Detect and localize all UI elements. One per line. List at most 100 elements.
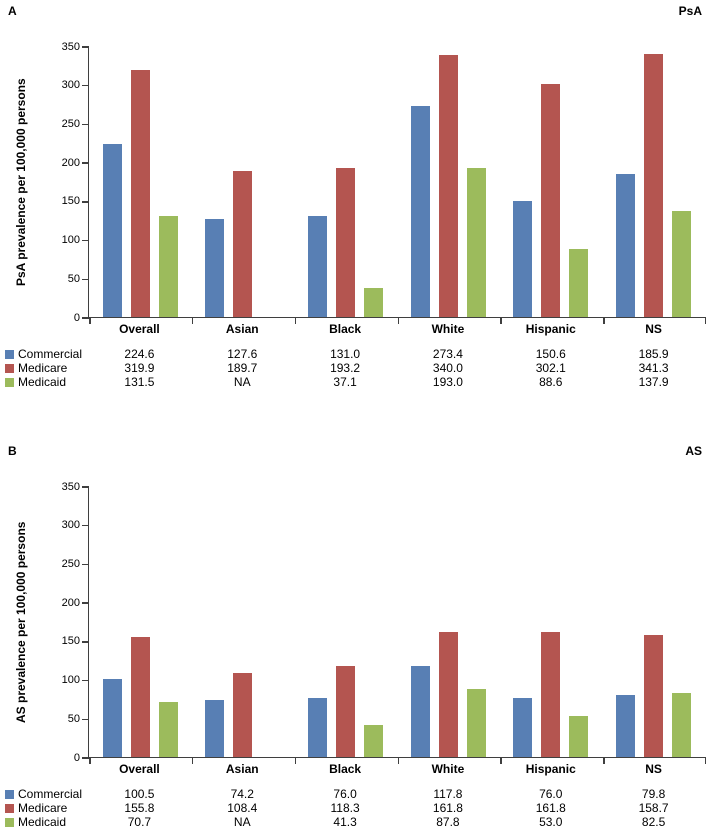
bar-group-ns — [602, 487, 705, 757]
y-axis-tick-label: 0 — [73, 311, 80, 324]
x-axis-tick-mark — [191, 317, 194, 324]
y-axis-tick-mark — [82, 317, 89, 319]
value-commercial-white: 273.4 — [432, 347, 463, 361]
bar-medicaid-ns — [672, 693, 692, 757]
table-row-medicare: Medicare 319.9 189.7 193.2 340.0 302.1 341.3 — [0, 361, 708, 375]
bar-medicare-overall — [130, 70, 150, 317]
value-commercial-black: 131.0 — [330, 347, 361, 361]
category-labels: Overall Asian Black White Hispanic NS — [88, 322, 705, 336]
y-axis-tick-label: 50 — [67, 712, 80, 725]
value-cells-medicaid: 70.7 NA 41.3 87.8 53.0 82.5 — [88, 815, 705, 829]
panel-a-letter: A — [8, 4, 17, 18]
bar-group-hispanic — [500, 47, 603, 317]
value-medicare-ns: 158.7 — [638, 801, 669, 815]
bar-commercial-hispanic — [513, 200, 533, 317]
bar-medicaid-white — [466, 689, 486, 757]
x-axis-tick-mark — [500, 757, 502, 764]
x-axis-tick-mark — [89, 317, 91, 324]
bar-group-asian — [192, 47, 295, 317]
value-medicaid-overall: 131.5 — [124, 375, 155, 389]
y-axis-tick-label: 300 — [61, 519, 80, 532]
x-axis-tick-mark — [704, 317, 706, 324]
y-axis-tick-label: 200 — [61, 156, 80, 169]
x-axis-tick-mark — [294, 757, 297, 764]
y-axis-tick-mark — [82, 201, 89, 203]
legend-label-medicaid: Medicaid — [18, 815, 67, 829]
y-axis-tick-mark — [82, 602, 89, 604]
bar-medicare-white — [438, 54, 458, 317]
legend-item-medicaid: Medicaid — [5, 375, 66, 389]
y-axis-tick-label: 350 — [61, 480, 80, 493]
bar-group-white — [397, 47, 500, 317]
y-axis-tick-mark — [82, 524, 89, 527]
x-axis-tick-mark — [191, 757, 194, 764]
legend-label-medicaid: Medicaid — [18, 375, 67, 389]
value-cells-commercial: 224.6 127.6 131.0 273.4 150.6 185.9 — [88, 347, 705, 361]
bar-group-asian — [192, 487, 295, 757]
bar-group-ns — [602, 47, 705, 317]
bar-medicare-asian — [233, 673, 253, 757]
category-label-asian: Asian — [225, 762, 259, 776]
y-axis-tick-label: 250 — [61, 117, 80, 130]
value-commercial-ns: 185.9 — [638, 347, 669, 361]
category-label-asian: Asian — [225, 322, 259, 336]
y-axis-tick-label: 150 — [61, 195, 80, 208]
bar-commercial-black — [308, 215, 328, 317]
bar-medicare-hispanic — [541, 83, 561, 317]
bar-medicaid-hispanic — [569, 248, 589, 317]
bar-commercial-hispanic — [513, 698, 533, 757]
panel-b-letter: B — [8, 444, 17, 458]
x-axis-tick-mark — [500, 317, 502, 324]
y-axis-tick-mark — [82, 162, 89, 164]
category-label-black: Black — [329, 762, 362, 776]
table-row-medicaid: Medicaid 70.7 NA 41.3 87.8 53.0 82.5 — [0, 815, 708, 829]
value-medicare-asian: 189.7 — [227, 361, 258, 375]
y-axis-tick-mark — [82, 679, 89, 682]
legend-label-commercial: Commercial — [18, 787, 83, 801]
bar-groups — [89, 47, 705, 317]
value-commercial-hispanic: 150.6 — [535, 347, 566, 361]
table-row-commercial: Commercial 224.6 127.6 131.0 273.4 150.6 185.9 — [0, 347, 708, 361]
bar-groups — [89, 487, 705, 757]
bar-medicare-ns — [644, 53, 664, 317]
bar-medicaid-overall — [158, 702, 178, 757]
table-row-medicaid: Medicaid 131.5 NA 37.1 193.0 88.6 137.9 — [0, 375, 708, 389]
value-cells-medicare: 155.8 108.4 118.3 161.8 161.8 158.7 — [88, 801, 705, 815]
value-medicaid-hispanic: 53.0 — [539, 815, 563, 829]
y-axis-tick-label: 50 — [67, 272, 80, 285]
x-axis-tick-mark — [397, 317, 399, 324]
category-label-ns: NS — [645, 322, 662, 336]
legend-label-medicare: Medicare — [18, 801, 68, 815]
table-row-commercial: Commercial 100.5 74.2 76.0 117.8 76.0 79.8 — [0, 787, 708, 801]
y-axis-tick-mark — [82, 563, 89, 566]
bar-group-black — [294, 47, 397, 317]
legend-swatch-commercial — [5, 789, 14, 799]
value-medicaid-asian: NA — [233, 375, 251, 389]
bar-medicaid-white — [466, 168, 486, 317]
value-medicare-hispanic: 161.8 — [535, 801, 566, 815]
value-medicaid-white: 87.8 — [436, 815, 460, 829]
x-axis-tick-mark — [294, 317, 297, 324]
bar-medicare-asian — [233, 170, 253, 317]
y-axis-tick-mark — [82, 718, 89, 721]
y-axis-tick-mark — [82, 46, 89, 48]
bar-commercial-ns — [616, 173, 636, 317]
x-axis-tick-mark — [603, 757, 605, 764]
bar-commercial-black — [308, 698, 328, 757]
value-commercial-black: 76.0 — [333, 787, 357, 801]
bar-group-black — [294, 487, 397, 757]
y-axis-tick-label: 250 — [61, 557, 80, 570]
y-axis-tick-mark — [82, 239, 89, 242]
bar-commercial-overall — [102, 143, 122, 317]
value-commercial-hispanic: 76.0 — [539, 787, 563, 801]
bar-medicare-hispanic — [541, 632, 561, 757]
value-medicaid-asian: NA — [233, 815, 251, 829]
value-medicaid-overall: 70.7 — [127, 815, 152, 829]
y-axis-tick-mark — [82, 486, 89, 488]
plot-area — [82, 46, 706, 324]
legend-item-medicaid: Medicaid — [5, 815, 66, 829]
bar-medicare-black — [336, 167, 356, 317]
y-axis-tick-mark — [82, 84, 89, 87]
bar-commercial-overall — [102, 679, 122, 757]
y-axis-tick-mark — [82, 641, 89, 643]
